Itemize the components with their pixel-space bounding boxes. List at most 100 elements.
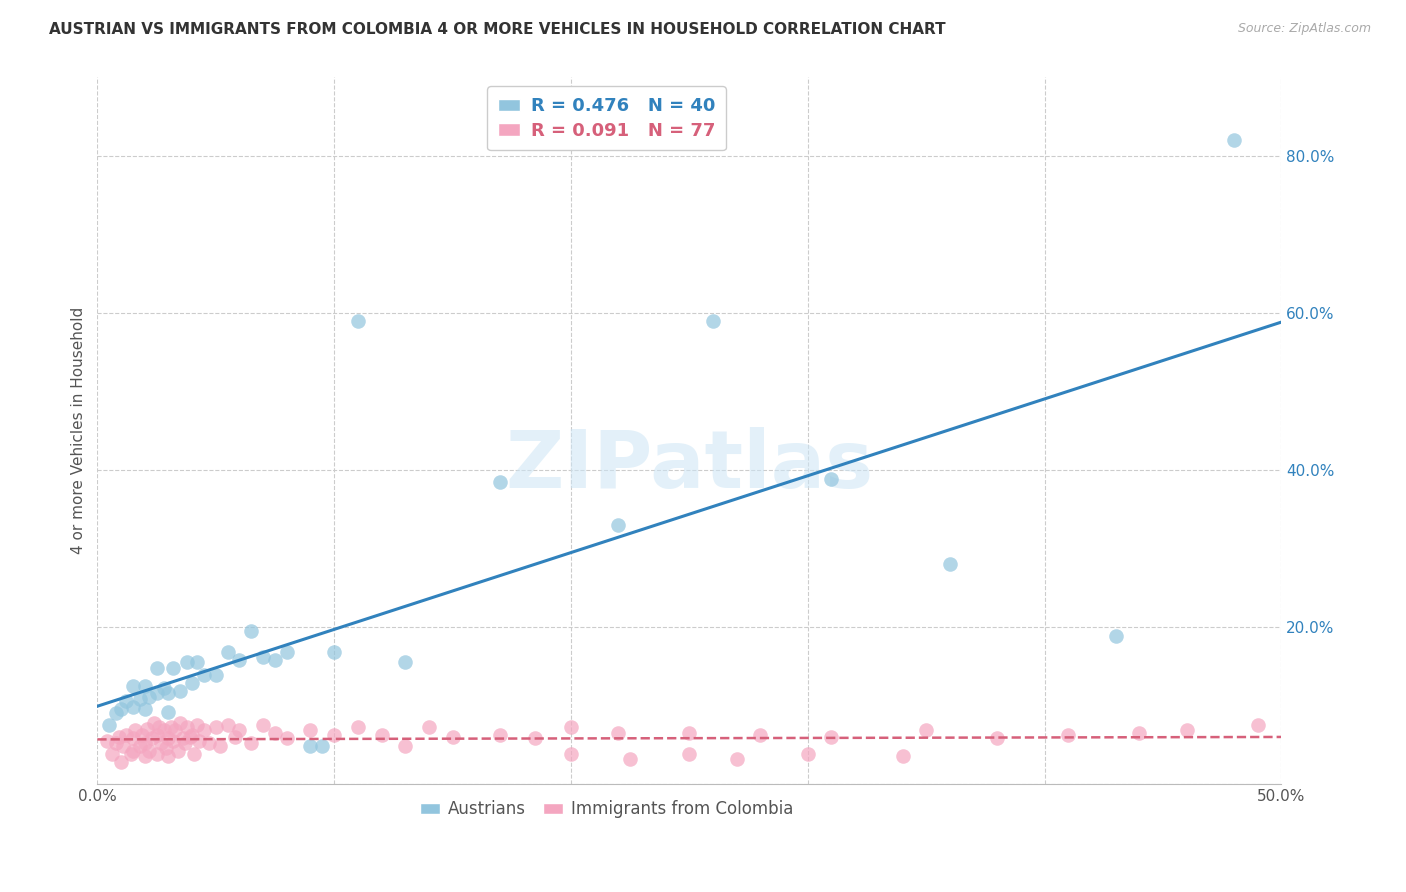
Point [560,747,582,761]
Point [100,747,122,761]
Point [138,744,160,758]
Point [441,730,464,744]
Point [323,728,346,742]
Point [323,645,346,659]
Point [114,694,136,708]
Point [347,720,370,734]
Point [186,718,208,732]
Point [264,653,287,667]
Point [157,749,180,764]
Point [820,730,842,744]
Point [228,653,250,667]
Point [276,731,298,746]
Point [311,739,333,753]
Point [169,684,191,698]
Point [167,744,190,758]
Point [209,739,232,753]
Point [725,751,748,765]
Point [134,679,156,693]
Point [174,736,197,750]
Point [134,702,156,716]
Point [489,728,512,742]
Point [1057,728,1080,742]
Text: Source: ZipAtlas.com: Source: ZipAtlas.com [1237,22,1371,36]
Point [489,475,512,489]
Point [217,645,239,659]
Point [607,517,630,532]
Point [129,692,152,706]
Point [112,739,135,753]
Point [145,728,167,742]
Point [797,747,820,761]
Point [607,725,630,739]
Point [114,728,136,742]
Point [98,718,121,732]
Point [129,739,152,753]
Point [122,699,145,714]
Point [145,686,167,700]
Point [105,706,128,720]
Point [299,739,322,753]
Point [136,722,159,736]
Point [915,723,938,738]
Point [276,645,298,659]
Point [143,715,166,730]
Point [524,731,547,746]
Point [176,655,198,669]
Point [176,720,198,734]
Point [560,720,582,734]
Point [134,749,156,764]
Text: AUSTRIAN VS IMMIGRANTS FROM COLOMBIA 4 OR MORE VEHICLES IN HOUSEHOLD CORRELATION: AUSTRIAN VS IMMIGRANTS FROM COLOMBIA 4 O… [49,22,946,37]
Point [418,720,440,734]
Y-axis label: 4 or more Vehicles in Household: 4 or more Vehicles in Household [72,307,86,554]
Point [110,755,132,769]
Point [986,731,1008,746]
Legend: Austrians, Immigrants from Colombia: Austrians, Immigrants from Colombia [413,794,800,825]
Point [159,720,181,734]
Point [183,747,205,761]
Point [138,690,160,705]
Point [172,731,194,746]
Point [193,668,215,682]
Point [193,723,215,738]
Point [1128,725,1150,739]
Point [224,730,246,744]
Point [1247,718,1270,732]
Point [107,730,129,744]
Point [157,731,180,746]
Point [96,733,118,747]
Point [1223,133,1246,147]
Point [240,624,263,638]
Point [370,728,392,742]
Point [347,314,370,328]
Point [157,686,180,700]
Point [678,747,700,761]
Point [678,725,700,739]
Point [152,681,174,695]
Point [134,736,156,750]
Point [1175,723,1198,738]
Point [157,705,180,719]
Point [124,723,146,738]
Point [264,725,287,739]
Point [150,736,173,750]
Point [394,655,416,669]
Point [141,731,163,746]
Point [165,723,187,738]
Point [110,702,132,716]
Point [1104,629,1126,643]
Point [939,557,962,571]
Point [155,741,177,756]
Point [188,733,211,747]
Point [252,649,274,664]
Point [148,720,170,734]
Point [204,720,226,734]
Point [891,749,914,764]
Point [145,747,167,761]
Point [122,744,145,758]
Point [197,736,219,750]
Point [820,472,842,486]
Point [120,747,142,761]
Point [105,736,128,750]
Point [702,314,724,328]
